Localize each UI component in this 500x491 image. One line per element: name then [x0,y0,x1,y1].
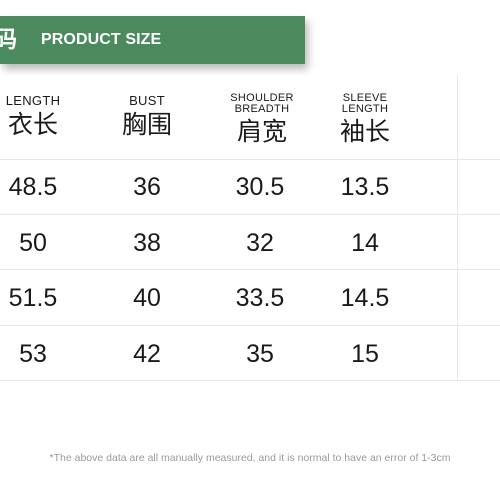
table-cell: 51.5 [8,284,58,312]
table-cell: 50 [19,229,47,257]
column-header-cn: 肩宽 [236,117,287,146]
row-divider [0,325,500,326]
column-header-en: BUST [129,93,165,108]
column-header-length: LENGTH 衣长 [0,94,78,140]
table-right-border [457,75,458,380]
column-header-en-line2: BREADTH [234,103,290,115]
table-cell: 36 [133,173,161,201]
column-header-en-line1: SLEEVE [342,92,388,104]
table-cell: 38 [133,229,161,257]
column-header-cn: 袖长 [339,117,390,146]
table-cell: 33.5 [235,284,285,312]
column-header-sleeve-length: SLEEVE LENGTH 袖长 [320,93,410,147]
table-cell: 14 [351,229,379,257]
table-cell: 30.5 [235,173,285,201]
column-header-cn: 胸围 [121,110,172,139]
column-header-en-line1: SHOULDER [230,92,294,104]
column-header-cn: 衣长 [7,110,58,139]
measurement-note: *The above data are all manually measure… [49,452,451,464]
table-cell: 15 [351,340,379,368]
table-cell: 13.5 [340,173,390,201]
column-header-shoulder-breadth: SHOULDER BREADTH 肩宽 [214,93,310,147]
row-divider [0,159,500,160]
column-header-en: LENGTH [5,93,61,108]
row-divider [0,380,500,381]
table-cell: 32 [246,229,274,257]
table-cell: 14.5 [340,284,390,312]
table-cell: 53 [19,340,47,368]
size-title-en: PRODUCT SIZE [41,31,162,48]
table-cell: 35 [246,340,274,368]
column-header-bust: BUST 胸围 [102,94,192,140]
row-divider [0,269,500,270]
column-header-en-line2: LENGTH [341,103,389,115]
size-title-cn: 码 [0,27,17,53]
table-cell: 48.5 [8,173,58,201]
table-cell: 40 [133,284,161,312]
row-divider [0,214,500,215]
product-size-banner: 码 PRODUCT SIZE [0,16,305,64]
table-cell: 42 [133,340,161,368]
